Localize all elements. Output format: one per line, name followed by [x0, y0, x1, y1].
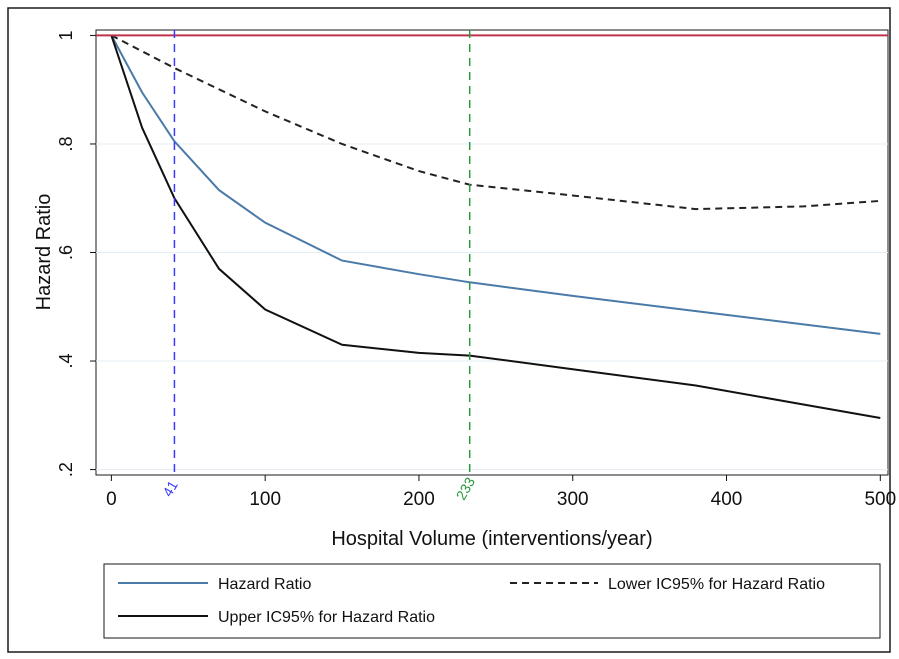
series-line-0 [110, 34, 881, 335]
legend-label-1: Lower IC95% for Hazard Ratio [608, 576, 825, 593]
x-tick-label-3: 300 [557, 489, 589, 510]
x-tick-label-4: 400 [711, 489, 743, 510]
axes: .2 .4 .6 .8 1 0 100 200 300 400 500 [56, 30, 896, 510]
series-lines [110, 34, 881, 419]
y-tick-label-3: .8 [56, 136, 76, 151]
legend-label-0: Hazard Ratio [218, 576, 311, 593]
legend: Hazard Ratio Lower IC95% for Hazard Ratio… [103, 563, 881, 639]
vertical-marker-label-0: 41 [159, 478, 181, 500]
y-tick-label-2: .6 [56, 245, 76, 260]
x-tick-label-1: 100 [249, 489, 281, 510]
series-line-1 [110, 34, 881, 211]
y-tick-label-0: .2 [56, 462, 76, 477]
legend-box [103, 563, 881, 639]
y-axis-label: Hazard Ratio [33, 194, 55, 311]
y-tick-label-1: .4 [56, 354, 76, 369]
vertical-markers: 41 233 [96, 30, 888, 503]
x-tick-label-2: 200 [403, 489, 435, 510]
x-tick-label-5: 500 [864, 489, 896, 510]
legend-label-2: Upper IC95% for Hazard Ratio [218, 609, 435, 626]
series-line-2 [110, 35, 881, 419]
x-axis-label: Hospital Volume (interventions/year) [331, 528, 652, 550]
x-tick-label-0: 0 [106, 489, 117, 510]
y-tick-label-4: 1 [56, 30, 76, 40]
